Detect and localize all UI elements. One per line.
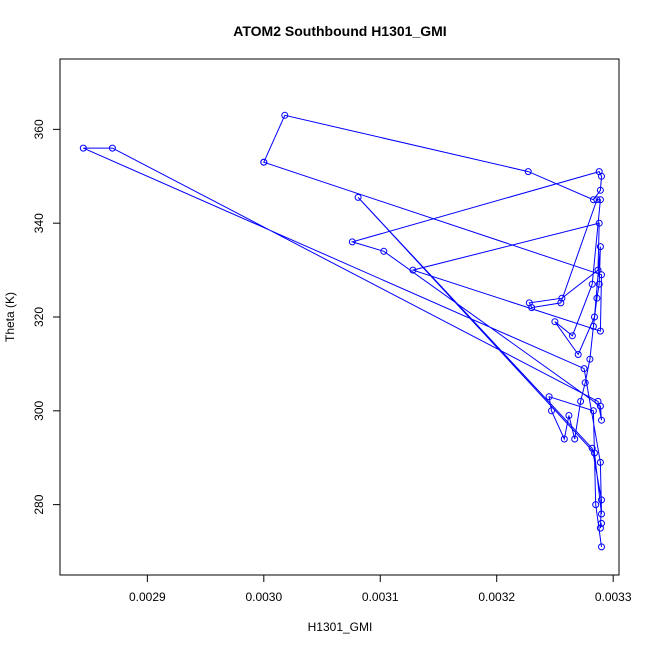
data-point bbox=[589, 196, 597, 204]
data-point bbox=[598, 271, 605, 279]
data-point bbox=[596, 458, 604, 466]
data-point bbox=[558, 294, 566, 302]
data-point bbox=[545, 393, 553, 401]
data-point bbox=[586, 355, 594, 363]
data-point bbox=[79, 144, 87, 152]
x-tick-label: 0.0033 bbox=[595, 590, 632, 604]
data-point bbox=[557, 299, 565, 307]
data-point bbox=[594, 397, 602, 405]
series-line-1 bbox=[83, 114, 603, 547]
data-point bbox=[595, 280, 603, 288]
plot-area bbox=[79, 111, 605, 551]
data-point bbox=[565, 412, 573, 419]
data-point bbox=[548, 407, 555, 415]
data-point bbox=[260, 158, 268, 166]
y-tick-label: 300 bbox=[32, 400, 46, 420]
data-point bbox=[592, 501, 600, 509]
data-point bbox=[591, 313, 598, 321]
data-point bbox=[589, 407, 597, 415]
data-point bbox=[595, 168, 603, 176]
data-point bbox=[598, 416, 605, 424]
data-point bbox=[596, 243, 604, 251]
data-point bbox=[588, 280, 596, 288]
y-tick-label: 320 bbox=[32, 307, 46, 327]
data-point bbox=[594, 266, 602, 274]
data-point bbox=[524, 168, 532, 176]
data-point bbox=[598, 496, 605, 504]
data-point bbox=[577, 397, 585, 405]
data-point bbox=[380, 247, 388, 255]
data-point bbox=[571, 435, 579, 443]
y-tick-label: 340 bbox=[32, 213, 46, 233]
y-axis-label: Theta (K) bbox=[3, 292, 17, 342]
data-point bbox=[525, 299, 533, 307]
data-point bbox=[595, 219, 603, 227]
data-point bbox=[581, 379, 589, 387]
plot-frame bbox=[59, 58, 620, 576]
x-tick-label: 0.0030 bbox=[245, 590, 282, 604]
x-axis: 0.0029 0.0030 0.0031 0.0032 0.0033 bbox=[129, 574, 632, 604]
data-point bbox=[593, 294, 601, 302]
data-point bbox=[596, 196, 604, 204]
data-point bbox=[560, 435, 568, 443]
data-point bbox=[354, 193, 362, 201]
data-point bbox=[596, 327, 604, 335]
x-tick-label: 0.0029 bbox=[129, 590, 166, 604]
data-point bbox=[409, 266, 417, 274]
data-point bbox=[551, 318, 559, 326]
data-point bbox=[281, 111, 289, 119]
data-point bbox=[348, 238, 356, 246]
data-point bbox=[588, 444, 596, 452]
y-axis: 280 300 320 340 360 bbox=[32, 119, 61, 515]
data-point bbox=[596, 524, 604, 532]
data-point bbox=[593, 196, 601, 204]
data-point bbox=[589, 322, 597, 330]
data-point bbox=[568, 332, 576, 340]
data-point bbox=[596, 186, 604, 194]
data-point bbox=[108, 144, 116, 152]
data-point bbox=[598, 543, 605, 551]
chart-title: ATOM2 Southbound H1301_GMI bbox=[233, 23, 446, 39]
data-point bbox=[598, 519, 605, 527]
x-tick-label: 0.0031 bbox=[362, 590, 399, 604]
data-point bbox=[580, 365, 588, 373]
y-tick-label: 280 bbox=[32, 494, 46, 514]
y-tick-label: 360 bbox=[32, 119, 46, 139]
x-axis-label: H1301_GMI bbox=[308, 620, 373, 634]
data-point bbox=[574, 351, 582, 358]
data-point bbox=[598, 510, 605, 518]
x-tick-label: 0.0032 bbox=[478, 590, 515, 604]
